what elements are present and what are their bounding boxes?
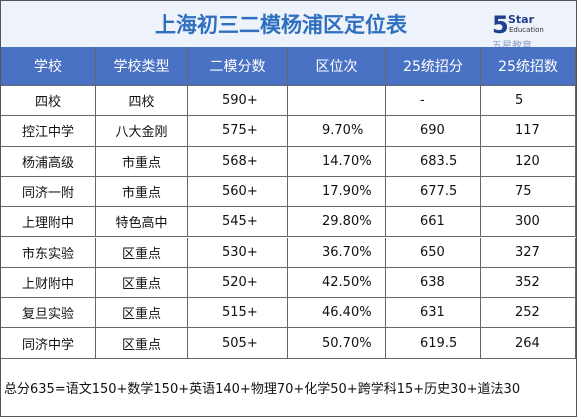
cell: 29.80% [288,207,386,238]
cell: 300 [481,207,576,238]
cell: 5 [481,86,576,117]
cell: 区重点 [96,298,188,329]
cell: 区位次 [288,47,386,86]
cell: 264 [481,328,576,359]
cell: 9.70% [288,116,386,147]
cell: 杨浦高级 [1,146,96,177]
cell: 117 [481,116,576,147]
logo: 5 [492,11,509,39]
cell: 二模分数 [188,47,288,86]
cell: 631 [386,298,481,329]
cell: 327 [481,237,576,268]
cell: 市重点 [96,176,188,208]
cell: 575+ [188,116,288,147]
cell: 36.70% [288,237,386,268]
cell: 520+ [188,267,288,299]
cell: 区重点 [96,328,188,359]
cell: 市东实验 [1,237,96,268]
cell: 特色高中 [96,207,188,238]
cell: 75 [481,176,576,208]
cell: 42.50% [288,267,386,299]
cell: 683.5 [386,146,481,177]
logo-cn: 五星教育 [492,37,532,52]
title: 上海初三二模杨浦区定位表 [155,13,407,37]
cell: 352 [481,267,576,299]
cell: 17.90% [288,176,386,208]
cell: 区重点 [96,267,188,299]
cell: 八大金刚 [96,116,188,147]
cell: 复旦实验 [1,298,96,329]
cell: 46.40% [288,298,386,329]
cell: 学校 [1,47,96,86]
cell: 545+ [188,207,288,238]
cell: 690 [386,116,481,147]
cell: 25统招数 [481,47,576,86]
cell: 677.5 [386,176,481,208]
cell: 619.5 [386,328,481,359]
cell: 638 [386,267,481,299]
logo-word: Star [508,13,535,26]
cell: 14.70% [288,146,386,177]
title-bar: 上海初三二模杨浦区定位表 5 Education 五星教育 Star [1,1,576,52]
cell: 590+ [188,86,288,117]
cell: 120 [481,146,576,177]
cell: 515+ [188,298,288,329]
cell: 530+ [188,237,288,268]
footer-note: 总分635=语文150+数学150+英语140+物理70+化学50+跨学科15+… [4,382,521,397]
cell [288,86,386,117]
cell: 560+ [188,176,288,208]
cell: 上理附中 [1,207,96,238]
cell: 同济一附 [1,176,96,208]
cell: 252 [481,298,576,329]
cell: 661 [386,207,481,238]
cell: - [386,86,481,117]
cell: 同济中学 [1,328,96,359]
cell: 568+ [188,146,288,177]
cell: 650 [386,237,481,268]
cell: 50.70% [288,328,386,359]
logo-sub: Education [509,26,544,34]
cell: 505+ [188,328,288,359]
cell: 四校 [96,86,188,117]
cell: 市重点 [96,146,188,177]
cell: 区重点 [96,237,188,268]
cell: 学校类型 [96,47,188,86]
cell: 控江中学 [1,116,96,147]
cell: 25统招分 [386,47,481,86]
cell: 四校 [1,86,96,117]
cell: 上财附中 [1,267,96,299]
